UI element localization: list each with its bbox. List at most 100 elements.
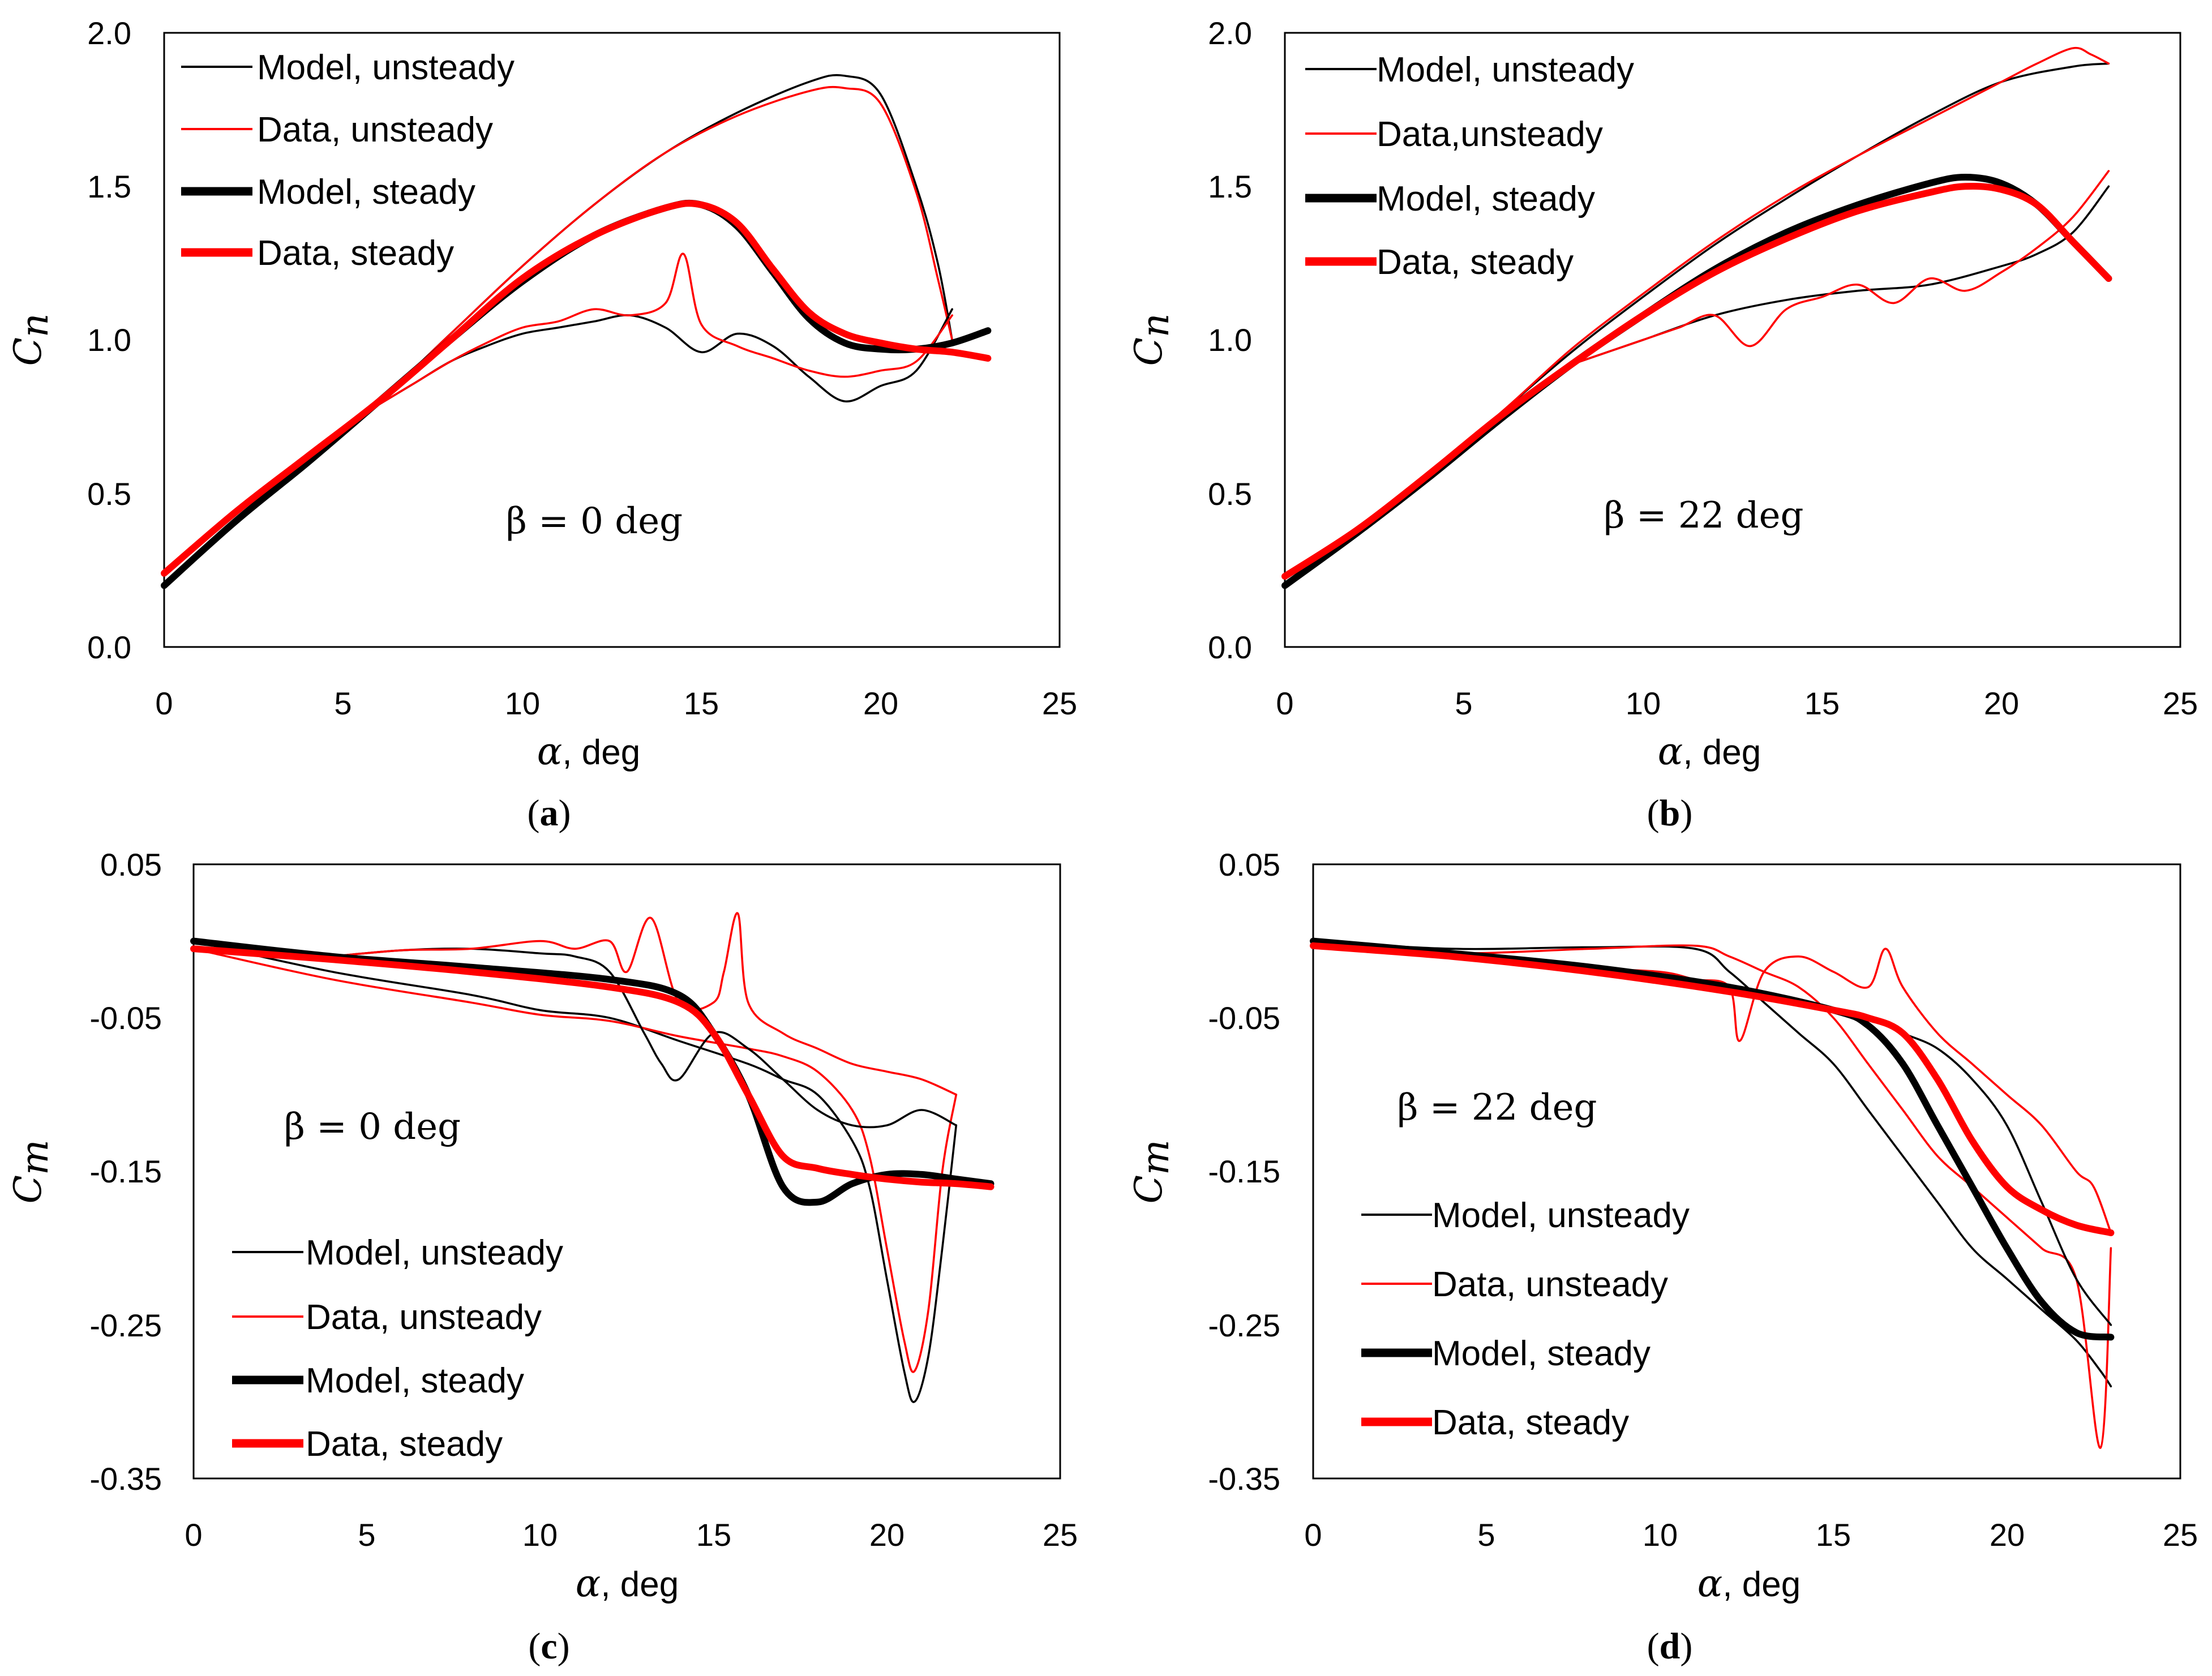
- panel-d-plot-frame: [1312, 863, 2181, 1480]
- panel-a-legend-data-steady: Data, steady: [257, 234, 454, 273]
- panel-a-ytick-2: 1.0: [87, 322, 131, 358]
- panel-c-xtick-4: 20: [869, 1517, 904, 1553]
- panel-c-line-model-unsteady-up-stroke: [192, 940, 958, 1403]
- panel-c-ytick-4: 0.05: [100, 847, 162, 882]
- panel-a-y-axis-subscript: n: [13, 313, 57, 337]
- panel-c-plot-frame: [192, 863, 1061, 1480]
- panel-a-line-model-unsteady-down-stroke: [378, 308, 953, 406]
- panel-a-line-data-steady: [161, 200, 992, 577]
- panel-b-ytick-3: 1.5: [1208, 169, 1252, 204]
- panel-a-y-axis-symbol: C: [6, 337, 50, 366]
- panel-b-plot-frame: [1284, 32, 2181, 648]
- panel-b-xtick-3: 15: [1804, 685, 1840, 721]
- panel-a-y-axis-label: Cn: [6, 313, 57, 366]
- panel-d-ytick-1: -0.25: [1208, 1308, 1280, 1343]
- panel-a-caption: (a): [528, 792, 571, 834]
- panel-c-y-axis-label: Cm: [6, 1139, 57, 1203]
- panel-c-xtick-1: 5: [358, 1517, 375, 1553]
- panel-b-ytick-4: 2.0: [1208, 15, 1252, 51]
- panel-a-xtick-4: 20: [863, 685, 898, 721]
- panel-d-ytick-4: 0.05: [1219, 847, 1280, 882]
- panel-a-line-data-unsteady-down-stroke: [378, 252, 953, 406]
- panel-c-x-axis-symbol: α: [576, 1562, 601, 1605]
- panel-d-series: [1310, 937, 2115, 1449]
- panel-b-ytick-1: 0.5: [1208, 476, 1252, 512]
- panel-b-y-axis-label: Cn: [1127, 313, 1177, 366]
- panel-a-x-axis-label: α, deg: [537, 730, 640, 773]
- panel-a-legend-model-steady: Model, steady: [257, 173, 475, 212]
- panel-b-xtick-0: 0: [1276, 685, 1293, 721]
- panel-d-line-data-steady: [1310, 942, 2115, 1236]
- panel-d-ytick-2: -0.15: [1208, 1154, 1280, 1189]
- panel-a-ytick-3: 1.5: [87, 169, 131, 204]
- panel-a-beta-annotation: β = 0 deg: [506, 500, 683, 542]
- panel-c-line-data-unsteady-up-stroke: [192, 948, 958, 1373]
- panel-d-y-axis-subscript: m: [1134, 1139, 1177, 1175]
- panel-d-xtick-0: 0: [1304, 1517, 1322, 1553]
- panel-d-legend-data-unsteady: Data, unsteady: [1432, 1265, 1668, 1304]
- panel-a-series: [161, 74, 992, 589]
- panel-c-x-axis-label: α, deg: [576, 1562, 679, 1605]
- panel-d-xtick-1: 5: [1477, 1517, 1495, 1553]
- panel-a-legend-model-unsteady: Model, unsteady: [257, 48, 515, 87]
- panel-c-y-axis-symbol: C: [6, 1175, 50, 1204]
- panel-b-series: [1281, 46, 2112, 589]
- panel-c-legend-model-steady: Model, steady: [306, 1361, 524, 1400]
- panel-c-xtick-2: 10: [522, 1517, 558, 1553]
- panel-c-legend-data-unsteady: Data, unsteady: [306, 1298, 542, 1337]
- panel-d-x-axis-unit: , deg: [1722, 1565, 1801, 1604]
- panel-d-legend-data-steady: Data, steady: [1432, 1403, 1629, 1442]
- panel-d-caption: (d): [1647, 1626, 1693, 1667]
- panel-b-xtick-5: 25: [2163, 685, 2198, 721]
- panel-c-caption: (c): [528, 1626, 569, 1667]
- panel-d-line-model-unsteady-up-stroke: [1312, 940, 2112, 1388]
- panel-a-x-axis-symbol: α: [537, 730, 563, 773]
- panel-b-legend-model-unsteady: Model, unsteady: [1377, 50, 1634, 89]
- panel-d-xtick-4: 20: [1990, 1517, 2025, 1553]
- panel-b-line-data-unsteady-down-stroke: [1570, 170, 2110, 366]
- panel-b-xtick-1: 5: [1455, 685, 1472, 721]
- panel-d-xtick-3: 15: [1816, 1517, 1851, 1553]
- panel-c-x-axis-unit: , deg: [601, 1565, 679, 1604]
- panel-a: 0.0 0.5 1.0 1.5 2.0 0 5 10 15 20 25 α, d…: [6, 15, 1077, 834]
- panel-d-legend: Model, unsteady Data, unsteady Model, st…: [1361, 1196, 1690, 1442]
- panel-c-legend-data-steady: Data, steady: [306, 1425, 503, 1464]
- panel-b-line-data-steady: [1281, 182, 2112, 580]
- panel-a-ytick-0: 0.0: [87, 629, 131, 665]
- panel-b-xtick-2: 10: [1626, 685, 1661, 721]
- panel-a-plot-frame: [163, 32, 1061, 648]
- panel-b-legend-model-steady: Model, steady: [1377, 179, 1595, 218]
- panel-d-ytick-0: -0.35: [1208, 1461, 1280, 1497]
- panel-c-legend: Model, unsteady Data, unsteady Model, st…: [232, 1233, 563, 1464]
- panel-b-ytick-2: 1.0: [1208, 322, 1252, 358]
- panel-c-line-data-steady: [190, 945, 994, 1190]
- panel-d-beta-annotation: β = 22 deg: [1397, 1087, 1597, 1129]
- panel-c-series: [190, 912, 994, 1403]
- panel-a-xtick-1: 5: [334, 685, 351, 721]
- panel-a-xtick-3: 15: [684, 685, 719, 721]
- panel-b-x-axis-label: α, deg: [1658, 730, 1761, 773]
- panel-a-xtick-2: 10: [505, 685, 540, 721]
- panel-b-x-axis-unit: , deg: [1683, 733, 1761, 772]
- panel-b: 0.0 0.5 1.0 1.5 2.0 0 5 10 15 20 25 α, d…: [1127, 15, 2198, 834]
- panel-c-legend-model-unsteady: Model, unsteady: [306, 1233, 563, 1272]
- panel-b-ytick-0: 0.0: [1208, 629, 1252, 665]
- panel-b-x-axis-symbol: α: [1658, 730, 1683, 773]
- panel-d-x-axis-label: α, deg: [1697, 1562, 1801, 1605]
- panel-d-x-axis-symbol: α: [1697, 1562, 1723, 1605]
- panel-c-ytick-3: -0.05: [89, 1000, 162, 1036]
- panel-b-y-axis-symbol: C: [1127, 337, 1171, 366]
- panel-d-legend-model-steady: Model, steady: [1432, 1334, 1651, 1373]
- panel-c-xtick-0: 0: [185, 1517, 202, 1553]
- panel-d: -0.35 -0.25 -0.15 -0.05 0.05 0 5 10 15 2…: [1127, 847, 2198, 1667]
- panel-a-xtick-5: 25: [1042, 685, 1077, 721]
- panel-c-xtick-3: 15: [696, 1517, 731, 1553]
- panel-b-beta-annotation: β = 22 deg: [1604, 495, 1804, 537]
- panel-c-line-model-unsteady-down-stroke: [331, 948, 958, 1129]
- panel-c-ytick-0: -0.35: [89, 1461, 162, 1497]
- panel-c-xtick-5: 25: [1043, 1517, 1078, 1553]
- panel-c-y-axis-subscript: m: [13, 1139, 57, 1175]
- panel-c-ytick-2: -0.15: [89, 1154, 162, 1189]
